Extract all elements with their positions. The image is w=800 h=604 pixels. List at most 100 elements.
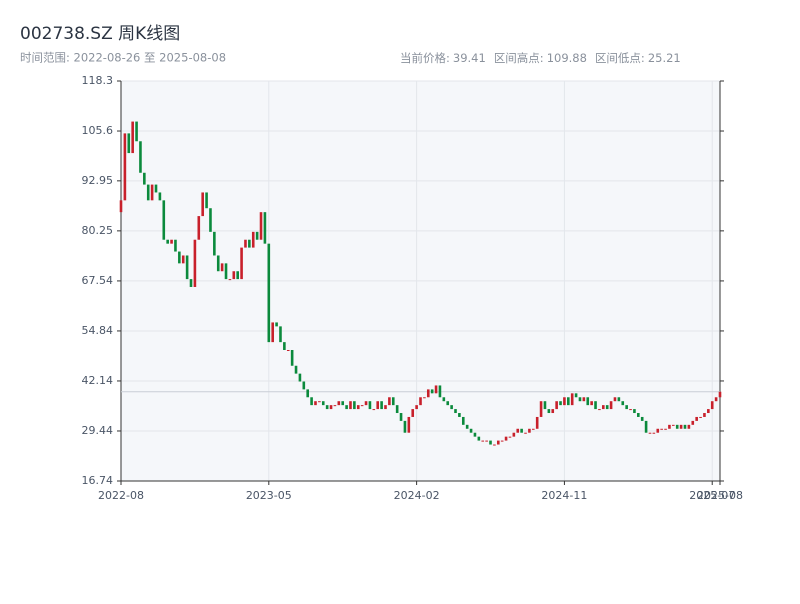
candle-body [150,184,154,201]
y-tick-label: 54.84 [82,324,114,337]
candle-body [625,405,628,410]
y-tick-label: 29.44 [82,424,114,437]
candle-body [283,342,286,351]
candle-body [333,405,337,407]
candle-body [329,405,333,410]
candle-body [633,409,636,414]
candle-body [345,405,348,410]
candle-body [197,216,201,240]
candle-body [201,192,204,217]
candle-body [267,243,271,343]
candle-body [668,424,671,429]
candle-body [306,389,310,398]
stat-value: 25.21 [648,51,681,65]
candle-body [496,440,500,445]
candle-body [699,416,702,418]
candle-body [555,401,558,410]
candle-body [216,255,220,272]
candle-body [461,416,465,425]
stat-value: 109.88 [547,51,587,65]
candle-body [629,409,632,411]
candle-body [613,397,617,402]
candle-body [718,391,722,398]
candle-body [158,192,162,201]
candle-body [209,208,212,232]
candle-body [353,401,356,410]
candle-body [255,231,259,240]
candle-body [391,397,395,406]
candle-body [341,401,345,406]
candle-body [271,322,274,343]
candle-body [294,365,298,374]
candle-body [228,279,232,281]
candle-body [123,133,127,201]
candle-body [465,424,469,429]
candle-body [695,416,698,421]
stat-label: 当前价格: [400,51,450,65]
candle-body [415,405,418,410]
candle-body [648,432,652,434]
candle-body [531,428,535,430]
candle-body [139,141,142,173]
candle-body [493,444,496,446]
y-tick-label: 80.25 [82,224,114,237]
candle-body [275,322,278,327]
x-tick-label: 2025-08 [697,489,743,502]
candle-body [376,401,380,410]
candle-body [570,393,574,406]
candle-body [372,409,376,411]
candle-body [259,212,263,240]
y-tick-label: 67.54 [82,274,114,287]
candle-body [691,420,695,425]
candle-body [337,401,341,406]
candle-body [403,420,407,433]
candle-body [143,172,146,185]
candle-body [687,424,691,429]
candle-body [154,184,158,193]
candle-body [563,397,566,406]
candle-body [438,385,442,398]
candle-body [598,409,601,411]
candle-body [605,405,609,410]
candle-body [477,436,481,441]
candle-body [166,239,169,244]
candle-body [675,424,679,429]
candle-body [248,239,251,248]
x-tick-label: 2022-08 [98,489,144,502]
x-tick-label: 2023-05 [246,489,292,502]
candle-body [621,401,625,406]
candle-body [286,350,290,352]
candle-body [356,405,360,410]
candle-body [543,401,547,410]
candle-body [146,184,150,201]
candle-body [423,397,426,399]
candle-body [411,409,415,417]
candle-body [644,420,648,433]
candle-body [551,409,555,414]
candle-body [656,428,660,433]
candle-body [524,432,527,434]
candle-body [520,428,523,433]
candle-body [672,424,675,426]
candle-body [508,436,512,438]
stats: 当前价格: 39.41 区间高点: 109.88 区间低点: 25.21 [400,51,681,65]
candle-body [131,121,134,154]
candle-body [360,405,364,407]
candle-body [349,401,352,410]
candle-body [574,393,578,398]
candle-body [516,428,520,433]
y-tick-label: 118.3 [82,74,114,87]
candle-body [178,251,181,264]
candle-body [547,409,551,414]
candle-body [528,428,531,433]
candle-body [500,440,504,442]
candle-body [325,405,329,410]
candle-body [189,279,193,287]
candle-body [368,401,372,410]
candle-body [512,432,516,437]
candle-body [240,247,243,280]
candle-body [617,397,621,402]
candle-body [660,428,663,430]
candle-body [582,397,586,402]
candle-body [567,397,570,406]
